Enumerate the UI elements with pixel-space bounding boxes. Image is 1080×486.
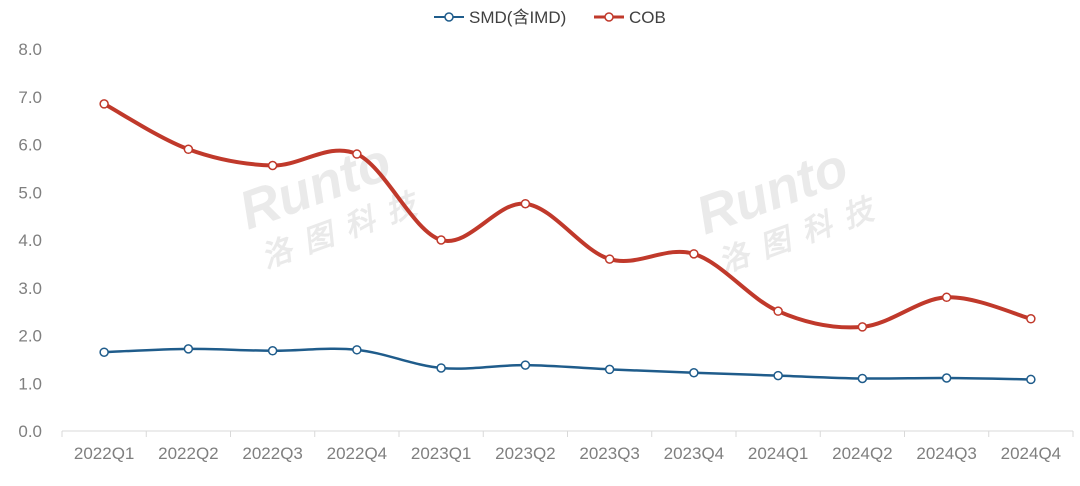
y-tick-label: 3.0: [18, 279, 42, 298]
x-tick-label: 2024Q1: [748, 444, 809, 463]
watermark-cjk-char: 科: [797, 207, 839, 249]
watermark-cjk-char: 图: [756, 222, 800, 265]
data-point: [267, 160, 278, 171]
y-tick-label: 5.0: [18, 183, 42, 202]
y-tick-label: 4.0: [18, 231, 42, 250]
series-line: [102, 347, 1033, 381]
legend-label: SMD(含IMD): [469, 8, 566, 27]
data-point: [604, 254, 615, 264]
x-tick-label: 2022Q2: [158, 444, 219, 463]
watermark-logo: Runto洛图科技: [232, 132, 425, 275]
legend: SMD(含IMD) COB: [434, 8, 666, 27]
y-tick-label: 6.0: [18, 136, 42, 155]
series-group: [99, 99, 1036, 332]
watermark-cjk-char: 科: [340, 202, 382, 244]
data-point: [857, 373, 868, 384]
data-point: [689, 249, 699, 259]
legend-item: COB: [594, 8, 666, 27]
y-tick-label: 8.0: [18, 40, 42, 59]
watermark-cjk-char: 洛: [714, 237, 756, 279]
y-tick-label: 7.0: [18, 88, 42, 107]
legend-label: COB: [629, 8, 666, 27]
x-tick-label: 2023Q4: [664, 444, 725, 463]
x-tick-label: 2023Q1: [411, 444, 472, 463]
x-tick-label: 2024Q4: [1001, 444, 1062, 463]
data-point: [520, 360, 531, 370]
data-point: [773, 306, 783, 316]
data-point: [1026, 314, 1036, 324]
data-point: [941, 292, 952, 303]
legend-marker: [604, 12, 614, 22]
data-point: [267, 346, 278, 356]
watermark-cjk-char: 技: [838, 192, 881, 235]
data-point: [99, 347, 109, 357]
watermark-cjk-char: 图: [299, 217, 343, 260]
legend-item: SMD(含IMD): [434, 8, 566, 27]
series: [99, 99, 1036, 385]
data-point: [436, 363, 446, 373]
legend-marker: [444, 12, 454, 22]
y-tick-label: 2.0: [18, 327, 42, 346]
data-point: [183, 344, 194, 354]
data-point: [436, 235, 446, 245]
data-point: [352, 149, 362, 159]
watermark-logo: Runto洛图科技: [689, 137, 882, 280]
data-point: [689, 367, 699, 378]
data-point: [857, 322, 868, 332]
x-tick-label: 2024Q2: [832, 444, 893, 463]
x-tick-label: 2023Q2: [495, 444, 556, 463]
data-point: [773, 370, 783, 381]
watermark-cjk-char: 洛: [257, 232, 299, 274]
data-point: [520, 198, 531, 209]
x-tick-label: 2023Q3: [579, 444, 640, 463]
x-tick-label: 2022Q4: [327, 444, 388, 463]
y-tick-label: 0.0: [18, 422, 42, 441]
x-tick-label: 2022Q1: [74, 444, 135, 463]
series-group: [99, 344, 1036, 385]
data-point: [941, 373, 952, 383]
axes: 2022Q1 2022Q2 2022Q3 2022Q4 2023Q1 2023Q2 2023…: [18, 40, 1074, 463]
data-point: [604, 364, 615, 375]
data-point: [183, 144, 194, 155]
data-point: [352, 345, 362, 355]
x-tick-label: 2024Q3: [916, 444, 977, 463]
y-tick-label: 1.0: [18, 374, 42, 393]
data-point: [99, 99, 109, 109]
data-point: [1026, 374, 1036, 385]
x-tick-label: 2022Q3: [242, 444, 303, 463]
